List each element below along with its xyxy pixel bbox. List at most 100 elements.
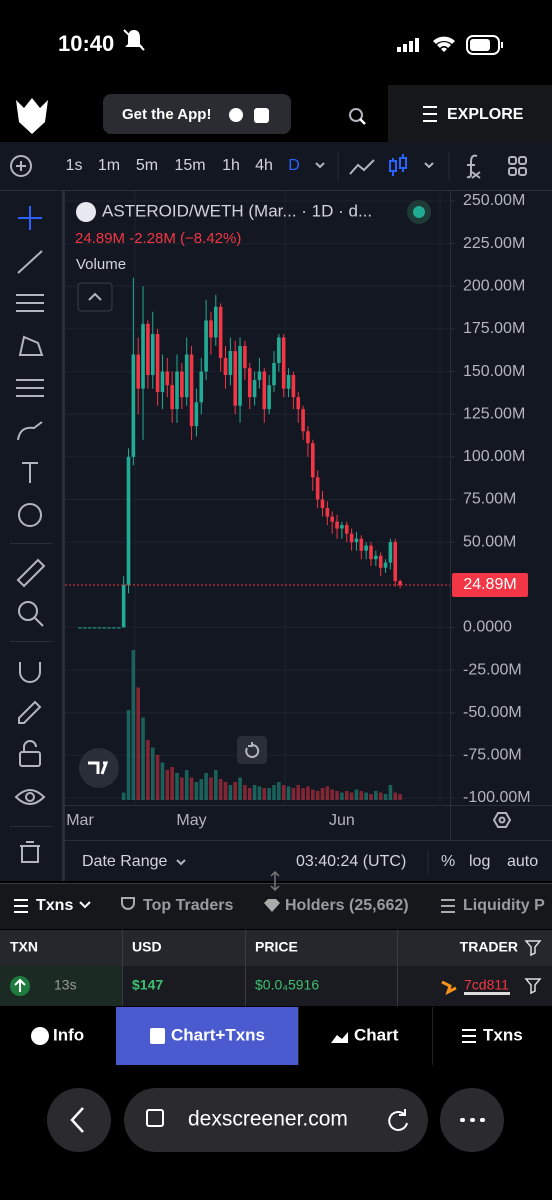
- date-range-chevron[interactable]: [176, 859, 186, 866]
- chart-icon[interactable]: [331, 1032, 348, 1043]
- interval-option[interactable]: 1m: [98, 157, 120, 174]
- search-handle[interactable]: [359, 118, 366, 125]
- auto-toggle[interactable]: auto: [507, 853, 538, 870]
- interval-option[interactable]: 5m: [136, 157, 158, 174]
- candle-body: [141, 323, 145, 389]
- tabs[interactable]: Txns Top Traders Holders (25,662) Liquidity…: [36, 897, 545, 914]
- tabs-icon[interactable]: [146, 1109, 164, 1127]
- line-style-icon[interactable]: [349, 159, 375, 175]
- collapse-button[interactable]: [77, 282, 113, 312]
- drawing-tools-part[interactable]: [20, 841, 40, 863]
- tab[interactable]: Txns: [36, 897, 73, 914]
- tab[interactable]: Holders (25,662): [285, 897, 409, 914]
- add-indicator-icon[interactable]: [10, 155, 32, 177]
- drawing-tools-part[interactable]: [19, 662, 41, 683]
- tab[interactable]: Liquidity P: [463, 897, 545, 914]
- tradingview-mark[interactable]: [88, 761, 109, 775]
- bottom-nav[interactable]: Info Chart+Txns Chart Txns: [53, 1025, 523, 1044]
- interval-option[interactable]: 4h: [255, 157, 273, 174]
- drawing-tools-part[interactable]: [18, 700, 42, 724]
- indicators-icon[interactable]: [466, 154, 481, 179]
- reload-icon[interactable]: [388, 1109, 408, 1131]
- nav-item[interactable]: Info: [53, 1025, 84, 1044]
- logo[interactable]: [16, 98, 48, 134]
- android-icon[interactable]: [254, 108, 269, 123]
- drawing-tools-part[interactable]: [17, 250, 43, 274]
- y-tick-label: 50.00M: [463, 533, 516, 550]
- percent-toggle[interactable]: %: [441, 853, 455, 870]
- drawing-tools-part[interactable]: [17, 421, 43, 441]
- traders-icon[interactable]: [121, 897, 135, 910]
- reset-button[interactable]: [237, 736, 267, 764]
- layout-icon-part[interactable]: [508, 156, 517, 165]
- txns-icon[interactable]: [462, 1029, 476, 1043]
- url-bar[interactable]: [124, 1088, 428, 1152]
- date-range-button[interactable]: Date Range: [82, 853, 167, 870]
- back-button[interactable]: [47, 1088, 111, 1152]
- drawing-tools[interactable]: [14, 206, 46, 863]
- drawing-tools-part[interactable]: [18, 206, 42, 230]
- drawing-tools-part[interactable]: [25, 792, 35, 802]
- url[interactable]: dexscreener.com: [188, 1108, 348, 1131]
- drawing-tools-part[interactable]: [16, 558, 46, 588]
- interval-chevron[interactable]: [315, 162, 325, 169]
- explore-label[interactable]: EXPLORE: [447, 106, 524, 123]
- drawing-tools-part[interactable]: [19, 751, 41, 767]
- column-header[interactable]: TXN: [10, 939, 38, 955]
- column-header[interactable]: PRICE: [255, 939, 298, 955]
- status-icons-part: [415, 38, 419, 52]
- column-header[interactable]: TRADER: [460, 939, 518, 955]
- drawing-tools-part[interactable]: [18, 503, 42, 527]
- search-icon[interactable]: [349, 108, 363, 122]
- logo-shape[interactable]: [16, 98, 48, 134]
- txns-tab-chevron[interactable]: [79, 901, 91, 909]
- settings-icon[interactable]: [492, 812, 512, 828]
- drawing-tools-part[interactable]: [14, 789, 46, 805]
- drawing-tools-part[interactable]: [34, 617, 44, 627]
- active-nav[interactable]: [116, 1007, 298, 1065]
- log-toggle[interactable]: log: [469, 853, 490, 870]
- layout-icon-part[interactable]: [518, 156, 527, 165]
- candle-style-body[interactable]: [399, 157, 407, 169]
- menu-icon[interactable]: [423, 106, 437, 122]
- interval-option[interactable]: 1h: [222, 157, 240, 174]
- drawing-tools-part[interactable]: [23, 740, 37, 752]
- collapse-chevron[interactable]: [88, 292, 102, 301]
- nav-item[interactable]: Txns: [483, 1025, 523, 1044]
- status-icons-part: [403, 44, 407, 52]
- style-chevron[interactable]: [424, 162, 434, 169]
- y-tick-label: -50.00M: [463, 704, 522, 721]
- get-app-button[interactable]: [103, 94, 291, 134]
- apple-icon[interactable]: [229, 108, 243, 122]
- liquidity-icon[interactable]: [441, 899, 455, 913]
- filter-icons[interactable]: [524, 940, 542, 995]
- get-app-label[interactable]: Get the App!: [122, 106, 211, 123]
- interval-option[interactable]: 15m: [174, 157, 205, 174]
- resize-handle[interactable]: [270, 870, 280, 892]
- txns-tab-icon[interactable]: [14, 899, 28, 913]
- drawing-tools-part[interactable]: [18, 335, 44, 356]
- interval-selector[interactable]: 1s 1m 5m 15m 1h 4h D: [66, 157, 300, 174]
- holders-icon[interactable]: [264, 899, 280, 912]
- layout-icon-part[interactable]: [508, 167, 517, 176]
- column-header[interactable]: USD: [132, 939, 162, 955]
- tab[interactable]: Top Traders: [143, 897, 233, 914]
- explore-button[interactable]: [388, 85, 552, 142]
- drawing-tools-part[interactable]: [18, 601, 38, 621]
- back-arrow[interactable]: [70, 1107, 84, 1133]
- candle-style-body[interactable]: [389, 160, 397, 172]
- layout-icon-part[interactable]: [518, 167, 527, 176]
- nav-item[interactable]: Chart+Txns: [171, 1025, 265, 1044]
- settings-dot[interactable]: [498, 816, 506, 824]
- reset-icon[interactable]: [245, 742, 260, 758]
- drawing-tools-part[interactable]: [16, 294, 44, 312]
- drawing-tools-part[interactable]: [22, 462, 38, 483]
- add-indicator-plus[interactable]: [16, 161, 26, 171]
- interval-option[interactable]: 1s: [66, 157, 83, 174]
- info-icon[interactable]: [31, 1027, 49, 1045]
- chart-txns-icon[interactable]: [150, 1028, 165, 1044]
- drawing-tools-part[interactable]: [16, 379, 44, 397]
- nav-item[interactable]: Chart: [354, 1025, 399, 1044]
- interval-option[interactable]: D: [288, 157, 300, 174]
- layout-icon[interactable]: [508, 156, 527, 176]
